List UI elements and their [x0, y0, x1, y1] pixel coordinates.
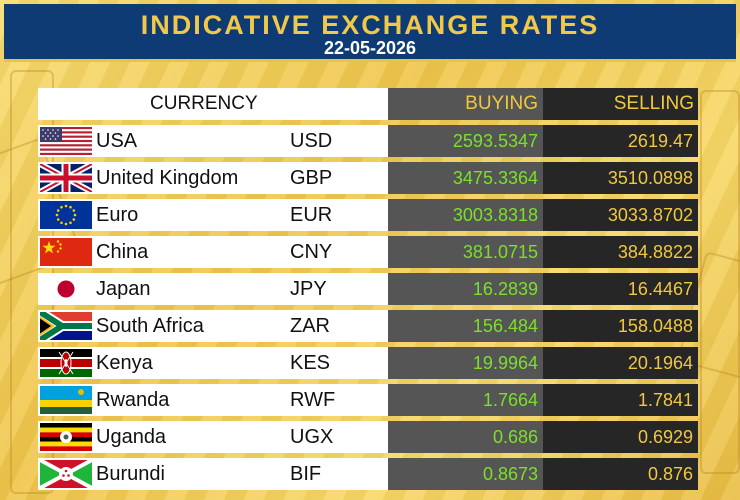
- buying-rate: 3003.8318: [452, 205, 538, 225]
- buying-rate: 0.8673: [482, 464, 538, 484]
- table-row: Rwanda RWF 1.7664 1.7841: [38, 384, 698, 416]
- buying-rate: 2593.5347: [452, 131, 538, 151]
- selling-rate: 16.4467: [627, 279, 693, 299]
- country-name: USA: [96, 130, 138, 152]
- currency-code: USD: [290, 130, 333, 152]
- buying-rate: 156.484: [472, 316, 538, 336]
- burundi-flag-icon: [40, 460, 92, 488]
- country-name: China: [96, 241, 149, 263]
- currency-code: JPY: [290, 278, 327, 300]
- currency-code: ZAR: [290, 315, 330, 337]
- currency-code: BIF: [290, 463, 322, 485]
- buying-rate: 16.2839: [472, 279, 538, 299]
- eu-flag-icon: [40, 201, 92, 229]
- country-name: Burundi: [96, 463, 165, 485]
- buying-column-header: BUYING: [388, 88, 543, 120]
- uganda-flag-icon: [40, 423, 92, 451]
- table-row: Uganda UGX 0.686 0.6929: [38, 421, 698, 453]
- rate-date: 22-05-2026: [323, 38, 417, 58]
- table-row: United Kingdom GBP 3475.3364 3510.0898: [38, 162, 698, 194]
- country-name: Rwanda: [96, 389, 170, 411]
- selling-rate: 20.1964: [627, 353, 693, 373]
- header-banner: INDICATIVE EXCHANGE RATES 22-05-2026: [4, 4, 736, 62]
- selling-rate: 0.6929: [637, 427, 693, 447]
- country-name: United Kingdom: [96, 167, 239, 189]
- table-row: South Africa ZAR 156.484 158.0488: [38, 310, 698, 342]
- currency-column-header: CURRENCY: [38, 88, 388, 120]
- selling-rate: 0.876: [647, 464, 693, 484]
- table-row: Japan JPY 16.2839 16.4467: [38, 273, 698, 305]
- selling-rate: 384.8822: [617, 242, 693, 262]
- country-name: South Africa: [96, 315, 204, 337]
- currency-code: CNY: [290, 241, 333, 263]
- currency-code: KES: [290, 352, 331, 374]
- country-name: Euro: [96, 204, 139, 226]
- selling-rate: 3510.0898: [607, 168, 693, 188]
- usa-flag-icon: [40, 127, 92, 155]
- currency-code: EUR: [290, 204, 333, 226]
- selling-rate: 158.0488: [617, 316, 693, 336]
- country-name: Uganda: [96, 426, 167, 448]
- selling-column-header: SELLING: [543, 88, 698, 120]
- currency-code: GBP: [290, 167, 333, 189]
- rwanda-flag-icon: [40, 386, 92, 414]
- buying-rate: 0.686: [492, 427, 538, 447]
- country-name: Japan: [96, 278, 151, 300]
- china-flag-icon: [40, 238, 92, 266]
- uk-flag-icon: [40, 164, 92, 192]
- japan-flag-icon: [40, 275, 92, 303]
- table-row: China CNY 381.0715 384.8822: [38, 236, 698, 268]
- kenya-flag-icon: [40, 349, 92, 377]
- south-africa-flag-icon: [40, 312, 92, 340]
- exchange-rate-table: CURRENCY BUYING SELLING: [38, 88, 698, 500]
- buying-rate: 381.0715: [462, 242, 538, 262]
- currency-code: RWF: [290, 389, 336, 411]
- table-row: Kenya KES 19.9964 20.1964: [38, 347, 698, 379]
- country-name: Kenya: [96, 352, 153, 374]
- buying-rate: 3475.3364: [452, 168, 538, 188]
- selling-rate: 3033.8702: [607, 205, 693, 225]
- currency-code: UGX: [290, 426, 334, 448]
- table-row: USA USD 2593.5347 2619.47: [38, 125, 698, 157]
- table-row: Euro EUR 3003.8318 3033.8702: [38, 199, 698, 231]
- selling-rate: 2619.47: [627, 131, 693, 151]
- buying-rate: 19.9964: [472, 353, 538, 373]
- selling-rate: 1.7841: [637, 390, 693, 410]
- buying-rate: 1.7664: [482, 390, 538, 410]
- table-header: CURRENCY BUYING SELLING: [38, 88, 698, 120]
- page-title: INDICATIVE EXCHANGE RATES: [140, 10, 600, 40]
- table-row: Burundi BIF 0.8673 0.876: [38, 458, 698, 490]
